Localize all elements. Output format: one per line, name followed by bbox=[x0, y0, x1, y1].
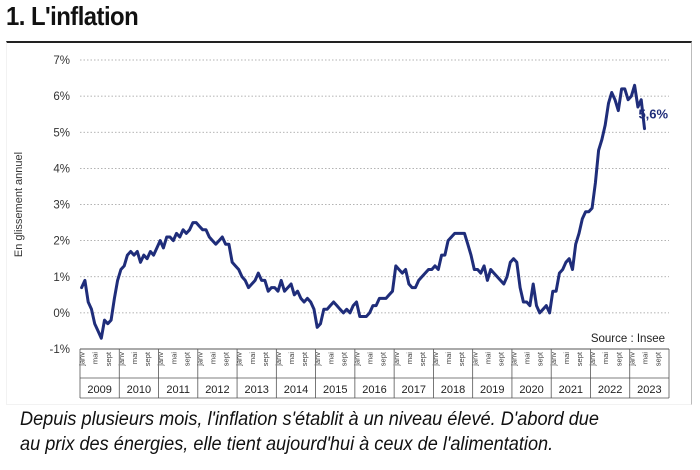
month-tick-label: sept bbox=[182, 351, 191, 366]
month-tick-label: sept bbox=[143, 351, 152, 366]
month-tick-label: mai bbox=[640, 352, 649, 364]
caption: Depuis plusieurs mois, l'inflation s'éta… bbox=[20, 407, 643, 457]
year-label: 2014 bbox=[284, 384, 308, 396]
caption-line-2: au prix des énergies, elle tient aujourd… bbox=[20, 433, 554, 455]
month-tick-label: sept bbox=[654, 351, 663, 366]
year-label: 2011 bbox=[166, 384, 190, 396]
month-tick-label: sept bbox=[536, 351, 545, 366]
month-tick-label: mai bbox=[523, 352, 532, 364]
month-tick-label: sept bbox=[104, 351, 113, 366]
y-tick-label: 7% bbox=[53, 55, 70, 67]
y-tick-label: 1% bbox=[53, 272, 70, 284]
year-label: 2015 bbox=[323, 384, 347, 396]
month-tick-label: janv bbox=[549, 352, 558, 367]
month-tick-label: mai bbox=[562, 352, 571, 364]
y-tick-label: 4% bbox=[53, 163, 70, 175]
month-tick-label: janv bbox=[195, 352, 204, 367]
month-tick-label: mai bbox=[169, 352, 178, 364]
month-tick-label: janv bbox=[510, 352, 519, 367]
month-tick-label: sept bbox=[457, 351, 466, 366]
month-tick-label: janv bbox=[588, 352, 597, 367]
month-tick-label: sept bbox=[418, 351, 427, 366]
y-tick-label: 3% bbox=[53, 200, 70, 212]
month-tick-label: janv bbox=[117, 352, 126, 367]
month-tick-label: sept bbox=[300, 351, 309, 366]
month-tick-label: janv bbox=[627, 352, 636, 367]
month-tick-label: sept bbox=[222, 351, 231, 366]
month-tick-label: janv bbox=[274, 352, 283, 367]
month-tick-label: janv bbox=[78, 352, 87, 367]
month-tick-label: mai bbox=[326, 352, 335, 364]
year-label: 2012 bbox=[205, 384, 229, 396]
inflation-chart: -1% 0% 1% 2% 3% 4% 5% 6% 7% En glissement annuel 2… bbox=[13, 55, 670, 399]
month-tick-label: janv bbox=[431, 352, 440, 367]
year-label: 2022 bbox=[598, 384, 622, 396]
year-label: 2021 bbox=[559, 384, 583, 396]
month-tick-label: janv bbox=[470, 352, 479, 367]
month-tick-label: mai bbox=[601, 352, 610, 364]
chart-frame bbox=[6, 41, 692, 405]
year-label: 2010 bbox=[127, 384, 151, 396]
year-label: 2019 bbox=[480, 384, 504, 396]
month-tick-label: mai bbox=[248, 352, 257, 364]
year-label: 2018 bbox=[441, 384, 465, 396]
y-tick-label: 6% bbox=[53, 91, 70, 103]
year-label: 2017 bbox=[402, 384, 426, 396]
month-tick-label: janv bbox=[156, 352, 165, 367]
month-tick-label: sept bbox=[379, 351, 388, 366]
month-tick-label: mai bbox=[405, 352, 414, 364]
inflation-series-line bbox=[80, 83, 646, 340]
month-tick-label: janv bbox=[353, 352, 362, 367]
month-tick-label: mai bbox=[91, 352, 100, 364]
y-tick-label: 2% bbox=[53, 236, 70, 248]
value-annotation: 5,6% bbox=[638, 107, 668, 122]
y-tick-label: 5% bbox=[53, 127, 70, 139]
y-tick-label: 0% bbox=[53, 308, 70, 320]
month-tick-label: sept bbox=[496, 351, 505, 366]
month-tick-label: sept bbox=[261, 351, 270, 366]
year-label: 2020 bbox=[519, 384, 543, 396]
year-label: 2016 bbox=[362, 384, 386, 396]
year-label: 2013 bbox=[244, 384, 268, 396]
month-tick-label: mai bbox=[209, 352, 218, 364]
month-tick-label: mai bbox=[483, 352, 492, 364]
month-tick-label: mai bbox=[130, 352, 139, 364]
month-tick-label: sept bbox=[575, 351, 584, 366]
source-note: Source : Insee bbox=[591, 333, 665, 345]
page-title: 1. L'inflation bbox=[6, 1, 139, 31]
month-tick-label: mai bbox=[366, 352, 375, 364]
month-tick-label: sept bbox=[614, 351, 623, 366]
year-label: 2009 bbox=[87, 384, 111, 396]
caption-line-1: Depuis plusieurs mois, l'inflation s'éta… bbox=[20, 408, 599, 430]
month-tick-label: janv bbox=[235, 352, 244, 367]
month-tick-label: janv bbox=[313, 352, 322, 367]
year-label: 2023 bbox=[637, 384, 661, 396]
y-axis-label: En glissement annuel bbox=[13, 152, 25, 257]
y-tick-label: -1% bbox=[50, 344, 70, 356]
month-tick-label: janv bbox=[392, 352, 401, 367]
month-tick-label: mai bbox=[444, 352, 453, 364]
month-tick-label: sept bbox=[339, 351, 348, 366]
month-tick-label: mai bbox=[287, 352, 296, 364]
